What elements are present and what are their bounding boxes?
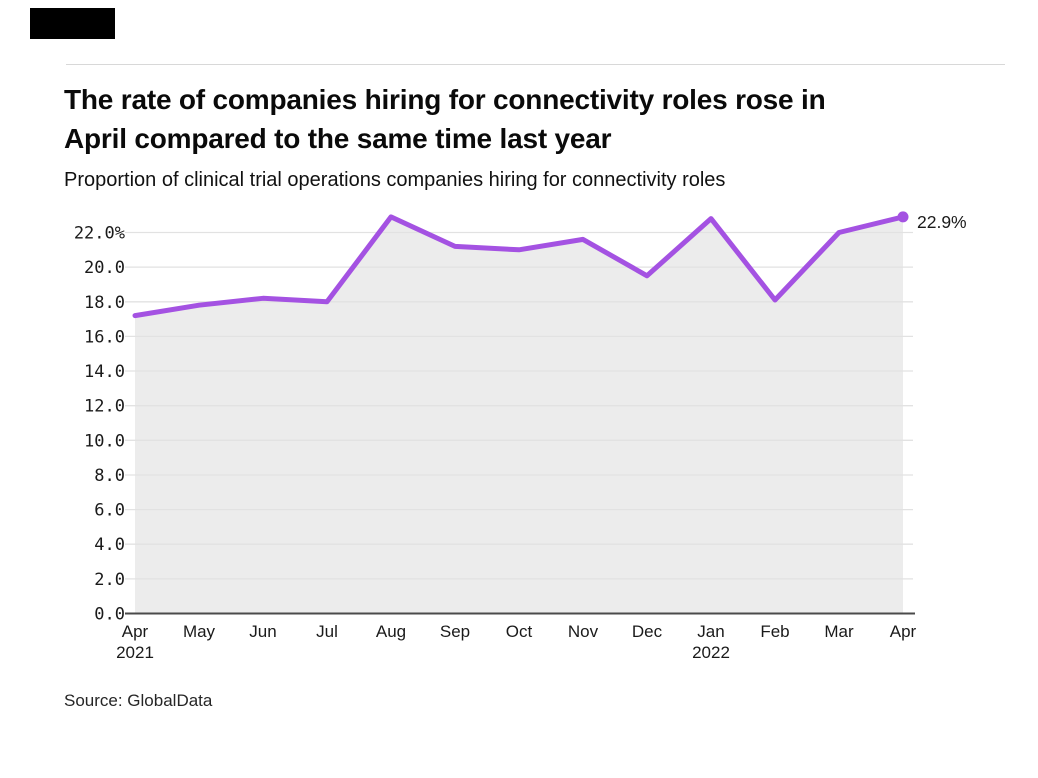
y-tick-label: 8.0 [94,466,125,486]
y-tick-label: 10.0 [84,431,125,451]
x-tick-label: May [183,622,216,641]
x-tick-label: Apr [890,622,917,641]
x-tick-label: Dec [632,622,663,641]
page-title: The rate of companies hiring for connect… [64,80,994,158]
x-year-label: 2021 [116,643,154,662]
x-tick-label: Jun [249,622,276,641]
x-tick-label: Oct [506,622,533,641]
y-tick-label: 20.0 [84,258,125,278]
x-tick-label: Jan [697,622,724,641]
x-tick-label: Mar [824,622,854,641]
logo-placeholder [30,8,115,39]
y-tick-label: 14.0 [84,362,125,382]
y-tick-label: 0.0 [94,605,125,625]
trend-line [132,214,906,319]
x-tick-label: Feb [760,622,789,641]
y-tick-label: 18.0 [84,293,125,313]
chart-subtitle: Proportion of clinical trial operations … [64,169,726,191]
y-tick-label: 16.0 [84,327,125,347]
x-tick-label: Apr [122,622,149,641]
source-attribution: Source: GlobalData [64,691,213,710]
header-divider [66,64,1005,65]
x-tick-label: Aug [376,622,406,641]
end-value-label: 22.9% [917,212,967,232]
y-tick-label: 6.0 [94,501,125,521]
page-title-line1: The rate of companies hiring for connect… [64,84,826,115]
y-tick-label: 12.0 [84,397,125,417]
last-point-marker [897,211,909,223]
x-tick-label: Nov [568,622,599,641]
x-tick-label: Sep [440,622,470,641]
page-title-line2: April compared to the same time last yea… [64,123,612,154]
x-tick-label: Jul [316,622,338,641]
y-tick-label: 4.0 [94,535,125,555]
y-tick-label: 22.0% [74,224,125,244]
y-tick-label: 2.0 [94,570,125,590]
area-fill [135,216,903,614]
x-year-label: 2022 [692,643,730,662]
